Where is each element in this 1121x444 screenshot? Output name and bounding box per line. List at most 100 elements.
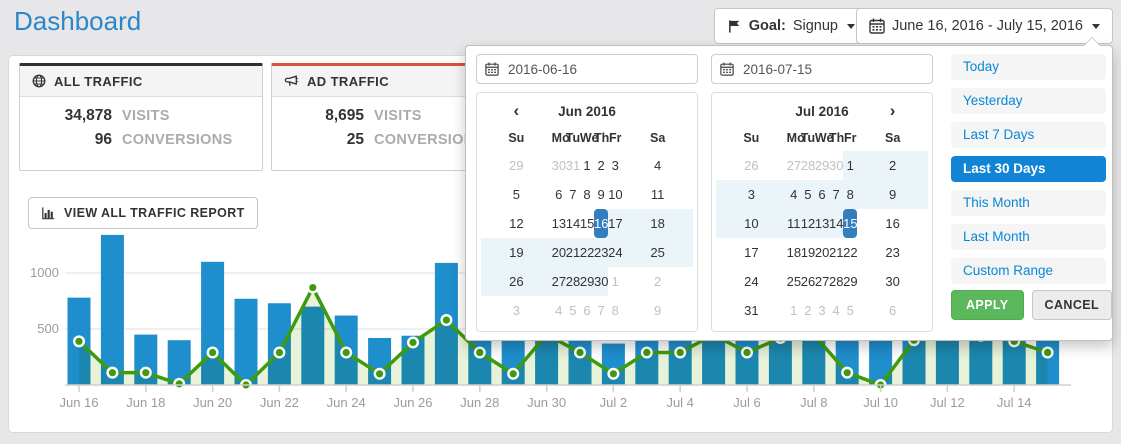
day-cell[interactable]: 6 (814, 180, 830, 209)
day-cell[interactable]: 6 (889, 303, 897, 318)
next-month-icon[interactable]: › (889, 101, 896, 120)
day-cell[interactable]: 2 (857, 151, 928, 180)
day-cell[interactable]: 14 (565, 216, 581, 231)
bar-jun-21[interactable] (234, 298, 258, 385)
day-cell[interactable]: 7 (569, 187, 577, 202)
day-cell[interactable]: 3 (611, 158, 619, 173)
day-cell[interactable]: 30 (829, 158, 844, 173)
line-marker-jun-29[interactable] (509, 370, 517, 378)
day-cell[interactable]: 17 (744, 245, 759, 260)
line-marker-jun-23[interactable] (309, 283, 317, 292)
line-marker-jun-28[interactable] (476, 348, 484, 357)
line-marker-jul-9[interactable] (843, 369, 851, 377)
line-marker-jun-18[interactable] (142, 369, 150, 377)
view-all-traffic-report-button[interactable]: VIEW ALL TRAFFIC REPORT (28, 197, 258, 229)
day-cell[interactable]: 22 (579, 238, 594, 267)
day-cell[interactable]: 19 (800, 245, 816, 260)
day-cell[interactable]: 13 (814, 209, 829, 238)
day-cell[interactable]: 5 (846, 303, 854, 318)
day-cell[interactable]: 1 (583, 158, 591, 173)
day-cell[interactable]: 24 (744, 274, 759, 289)
day-cell[interactable]: 1 (790, 303, 798, 318)
line-marker-jul-3[interactable] (643, 348, 651, 357)
line-marker-jul-1[interactable] (576, 348, 584, 357)
preset-range-last-7-days[interactable]: Last 7 Days (951, 122, 1106, 148)
day-cell[interactable]: 5 (800, 180, 815, 209)
day-cell[interactable]: 7 (597, 303, 605, 318)
day-cell[interactable]: 4 (555, 303, 563, 318)
day-cell[interactable]: 2 (804, 303, 812, 318)
day-cell[interactable]: 25 (622, 238, 693, 267)
day-cell[interactable]: 29 (509, 158, 524, 173)
date-range-button[interactable]: June 16, 2016 - July 15, 2016 (855, 8, 1113, 44)
line-marker-jun-26[interactable] (409, 338, 417, 347)
day-cell[interactable]: 27 (551, 267, 566, 296)
day-cell[interactable]: 4 (786, 180, 801, 209)
day-cell[interactable]: 3 (818, 303, 826, 318)
day-cell[interactable]: 9 (654, 303, 662, 318)
line-marker-jun-16[interactable] (75, 337, 83, 345)
day-cell[interactable]: 15 (843, 209, 858, 238)
day-cell[interactable]: 18 (622, 209, 693, 238)
line-marker-jun-25[interactable] (376, 370, 384, 378)
line-marker-jun-17[interactable] (108, 369, 116, 377)
line-marker-jun-19[interactable] (175, 380, 183, 388)
preset-range-last-month[interactable]: Last Month (951, 224, 1106, 250)
end-date-input[interactable] (741, 60, 905, 78)
line-marker-jul-2[interactable] (609, 370, 618, 378)
start-date-field[interactable] (476, 54, 698, 84)
end-date-field[interactable] (711, 54, 933, 84)
preset-range-yesterday[interactable]: Yesterday (951, 88, 1106, 114)
day-cell[interactable]: 29 (843, 274, 858, 289)
day-cell[interactable]: 8 (611, 303, 619, 318)
line-marker-jun-22[interactable] (275, 348, 283, 357)
day-cell[interactable]: 29 (579, 267, 594, 296)
prev-month-icon[interactable]: ‹ (513, 101, 520, 120)
bar-jun-17[interactable] (100, 234, 124, 385)
day-cell[interactable]: 11 (650, 187, 665, 202)
day-cell[interactable]: 1 (611, 274, 619, 289)
day-cell[interactable]: 28 (800, 158, 816, 173)
preset-range-last-30-days[interactable]: Last 30 Days (951, 156, 1106, 182)
day-cell[interactable]: 28 (829, 274, 844, 289)
bar-jun-19[interactable] (167, 340, 191, 385)
day-cell[interactable]: 22 (843, 245, 858, 260)
day-cell[interactable]: 30 (551, 158, 567, 173)
day-cell[interactable]: 3 (512, 303, 520, 318)
day-cell[interactable]: 26 (481, 267, 552, 296)
day-cell[interactable]: 12 (800, 209, 815, 238)
day-cell[interactable]: 6 (555, 187, 563, 202)
day-cell[interactable]: 2 (654, 274, 662, 289)
day-cell[interactable]: 16 (594, 209, 609, 238)
day-cell[interactable]: 8 (583, 187, 591, 202)
day-cell[interactable]: 4 (654, 158, 662, 173)
day-cell[interactable]: 15 (579, 216, 595, 231)
apply-button[interactable]: APPLY (951, 290, 1024, 320)
day-cell[interactable]: 20 (814, 245, 830, 260)
cancel-button[interactable]: CANCEL (1031, 290, 1113, 320)
day-cell[interactable]: 5 (512, 187, 520, 202)
day-cell[interactable]: 9 (857, 180, 928, 209)
day-cell[interactable]: 8 (843, 180, 858, 209)
line-marker-jul-15[interactable] (1044, 348, 1052, 357)
day-cell[interactable]: 23 (594, 238, 609, 267)
day-cell[interactable]: 25 (786, 274, 802, 289)
day-cell[interactable]: 17 (608, 209, 623, 238)
day-cell[interactable]: 12 (509, 216, 524, 231)
day-cell[interactable]: 24 (608, 238, 623, 267)
line-marker-jun-27[interactable] (442, 316, 450, 324)
start-date-input[interactable] (506, 60, 670, 78)
day-cell[interactable]: 19 (481, 238, 552, 267)
day-cell[interactable]: 16 (885, 216, 900, 231)
day-cell[interactable]: 23 (885, 245, 900, 260)
day-cell[interactable]: 11 (786, 209, 801, 238)
goal-selector-button[interactable]: Goal: Signup (713, 8, 868, 44)
day-cell[interactable]: 21 (829, 245, 844, 260)
day-cell[interactable]: 21 (565, 238, 580, 267)
day-cell[interactable]: 9 (597, 187, 605, 202)
day-cell[interactable]: 3 (716, 180, 787, 209)
day-cell[interactable]: 4 (832, 303, 840, 318)
preset-range-custom-range[interactable]: Custom Range (951, 258, 1106, 284)
day-cell[interactable]: 10 (608, 187, 623, 202)
day-cell[interactable]: 27 (786, 158, 802, 173)
